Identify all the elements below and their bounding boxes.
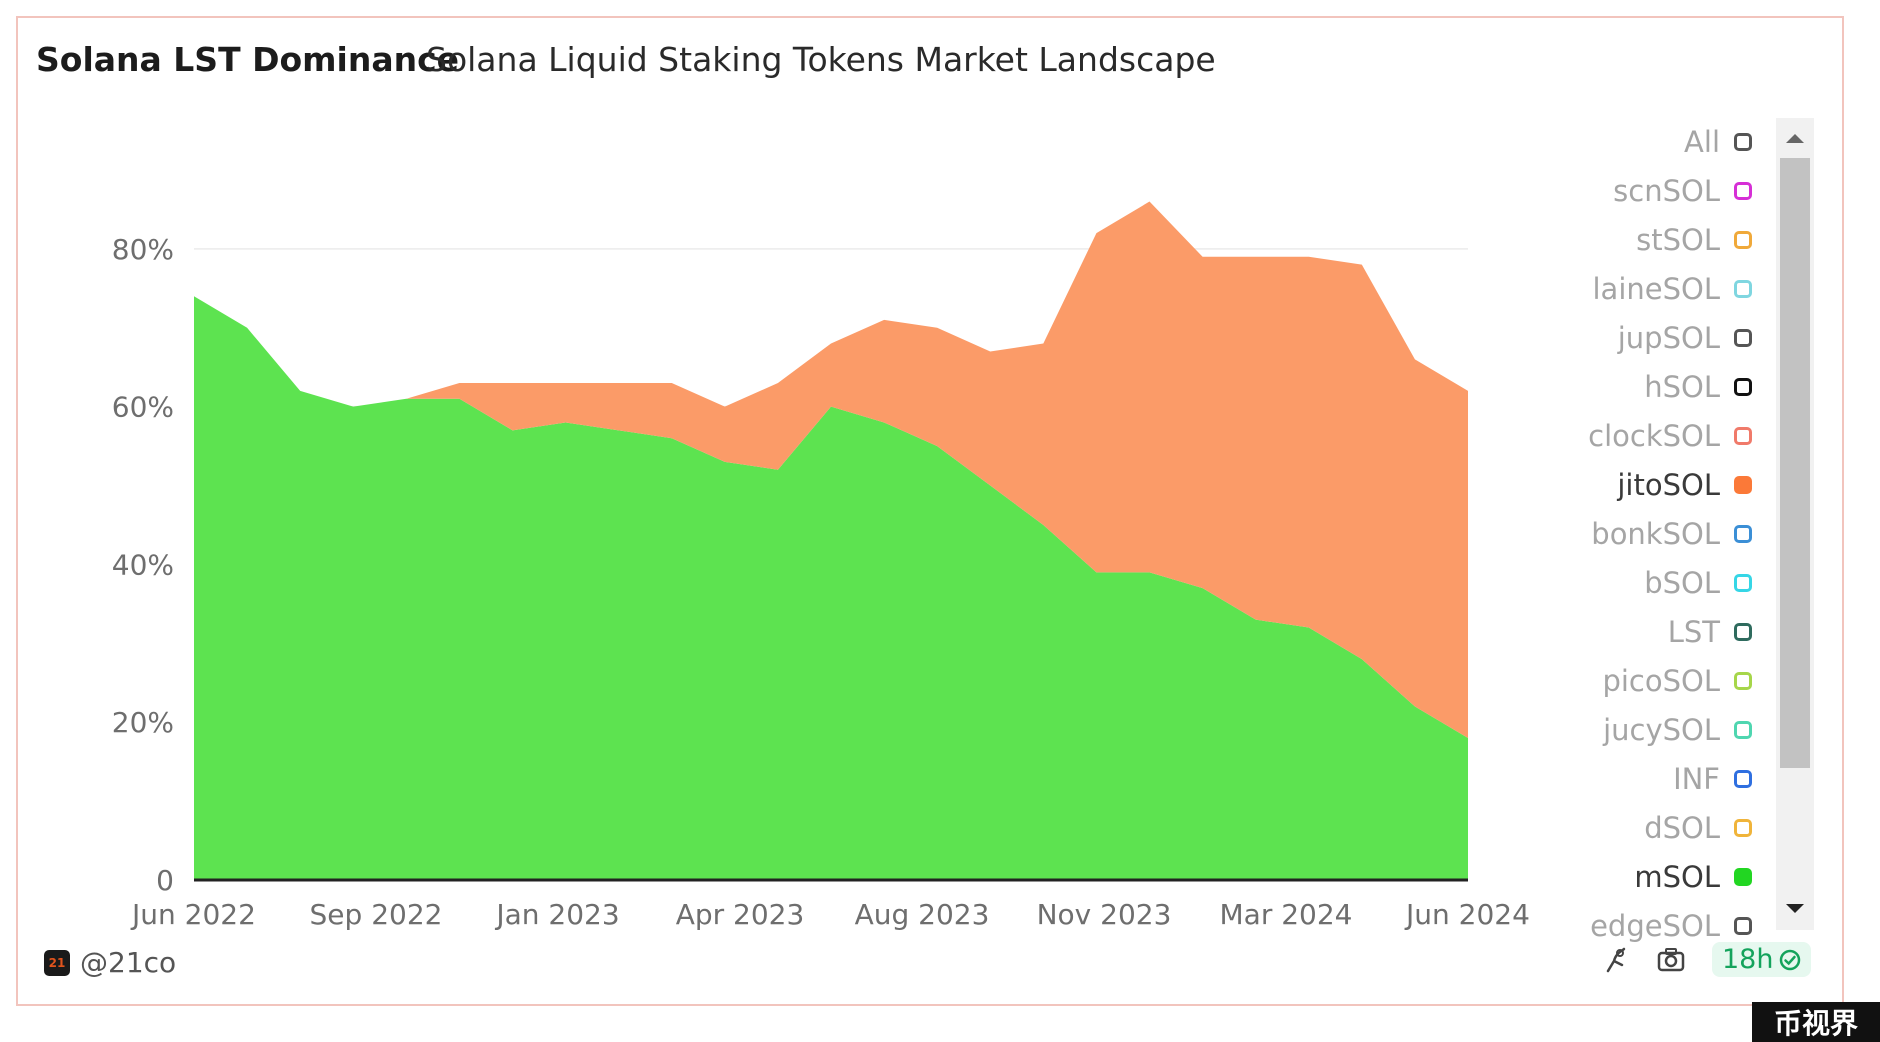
legend-item-laineSOL[interactable]: laineSOL [1592,269,1752,309]
x-tick-label: Nov 2023 [1037,898,1172,931]
legend-label: mSOL [1634,860,1720,894]
legend-item-jupSOL[interactable]: jupSOL [1618,318,1752,358]
freshness-label: 18h [1722,944,1774,975]
legend-label: dSOL [1644,811,1720,845]
legend-swatch [1734,378,1752,396]
y-tick-label: 60% [112,391,174,424]
legend-label: laineSOL [1592,272,1721,306]
legend-item-clockSOL[interactable]: clockSOL [1588,416,1752,456]
legend-item-dSOL[interactable]: dSOL [1644,808,1752,848]
legend-swatch [1734,721,1752,739]
legend-item-hSOL[interactable]: hSOL [1644,367,1752,407]
legend-swatch [1734,574,1752,592]
legend-item-stSOL[interactable]: stSOL [1636,220,1752,260]
check-circle-icon [1780,949,1801,970]
legend-scroll-thumb[interactable] [1780,158,1810,768]
legend-label: All [1684,125,1720,159]
series-area-jitoSOL [194,201,1468,739]
legend-label: jitoSOL [1617,468,1720,502]
x-tick-label: Jun 2022 [130,898,256,931]
watermark: 币视界 [1752,1002,1880,1042]
x-tick-label: Jan 2023 [494,898,619,931]
x-tick-label: Mar 2024 [1220,898,1353,931]
y-tick-label: 20% [112,706,174,739]
legend-item-mSOL[interactable]: mSOL [1634,857,1752,897]
x-tick-label: Sep 2022 [310,898,443,931]
legend-label: scnSOL [1613,174,1720,208]
legend-swatch [1734,525,1752,543]
legend-label: bonkSOL [1591,517,1720,551]
stacked-area-chart: 0 20% 40% 60% 80% Jun 2022 Sep 2022 Jan 2023 Ap… [112,201,1530,931]
chart-title: Solana LST Dominance [36,40,460,79]
legend-item-jucySOL[interactable]: jucySOL [1603,710,1752,750]
legend-item-bSOL[interactable]: bSOL [1644,563,1752,603]
x-tick-label: Aug 2023 [855,898,990,931]
author-name[interactable]: @21co [80,946,177,979]
legend-label: bSOL [1644,566,1720,600]
legend-swatch [1734,329,1752,347]
legend-swatch [1734,182,1752,200]
legend-item-scnSOL[interactable]: scnSOL [1613,171,1752,211]
x-axis: Jun 2022 Sep 2022 Jan 2023 Apr 2023 Aug 2023… [130,898,1530,931]
y-axis: 0 20% 40% 60% 80% [112,233,1468,897]
y-tick-label: 0 [156,864,174,897]
legend-swatch [1734,427,1752,445]
y-tick-label: 40% [112,548,174,581]
legend-label: INF [1673,762,1720,796]
legend-item-LST[interactable]: LST [1668,612,1752,652]
legend-swatch [1734,280,1752,298]
legend-swatch [1734,231,1752,249]
footer-actions: 18h [1600,942,1812,977]
legend-swatch [1734,476,1752,494]
legend-item-jitoSOL[interactable]: jitoSOL [1617,465,1752,505]
author[interactable]: 21 @21co [44,946,176,979]
legend-label: LST [1667,615,1720,649]
legend-label: jucySOL [1603,713,1720,747]
legend-item-INF[interactable]: INF [1673,759,1752,799]
legend-item-picoSOL[interactable]: picoSOL [1602,661,1752,701]
legend-label: jupSOL [1617,321,1720,355]
legend-label: stSOL [1636,223,1720,257]
legend-swatch [1734,917,1752,935]
x-tick-label: Apr 2023 [676,898,805,931]
legend-swatch [1734,672,1752,690]
legend-swatch [1734,133,1752,151]
series-area-mSOL [194,296,1468,880]
legend-item-bonkSOL[interactable]: bonkSOL [1591,514,1752,554]
chart-subtitle: Solana Liquid Staking Tokens Market Land… [426,40,1216,79]
fork-icon[interactable] [1600,945,1630,975]
scroll-up-icon[interactable] [1786,134,1804,143]
scroll-down-icon[interactable] [1786,904,1804,913]
legend-label: picoSOL [1602,664,1720,698]
legend-swatch [1734,623,1752,641]
author-logo: 21 [44,949,70,976]
legend-item-edgeSOL[interactable]: edgeSOL [1590,906,1752,946]
legend-swatch [1734,819,1752,837]
legend-label: edgeSOL [1590,909,1720,943]
freshness-badge[interactable]: 18h [1712,942,1812,977]
legend-label: hSOL [1644,370,1720,404]
legend-label: clockSOL [1588,419,1720,453]
legend-swatch [1734,868,1752,886]
x-tick-label: Jun 2024 [1404,898,1530,931]
legend-item-All[interactable]: All [1684,122,1752,162]
camera-icon[interactable] [1656,945,1686,975]
y-tick-label: 80% [112,233,174,266]
legend-swatch [1734,770,1752,788]
series-areas [194,201,1468,880]
